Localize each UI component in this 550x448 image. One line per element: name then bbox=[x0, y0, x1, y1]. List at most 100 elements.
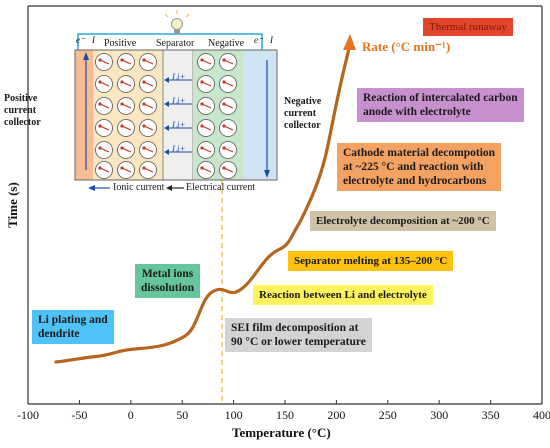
particle-arrow bbox=[121, 167, 132, 173]
negative-collector-plate bbox=[243, 50, 277, 180]
x-tick-label: 0 bbox=[127, 408, 134, 422]
particle-arrow bbox=[99, 147, 110, 153]
particle-arrow bbox=[99, 103, 110, 109]
sei-line-1: SEI film decomposition at bbox=[231, 322, 359, 334]
li-ion-arrow-head bbox=[164, 149, 169, 155]
particle-arrow-tip bbox=[120, 124, 124, 128]
particle-arrow-tip bbox=[222, 80, 226, 84]
metal-ions-line-2: dissolution bbox=[141, 282, 195, 294]
anode-reaction-line-1: Reaction of intercalated carbon bbox=[363, 92, 518, 104]
x-tick-label: -100 bbox=[17, 408, 39, 422]
particle-arrow-tip bbox=[142, 80, 146, 84]
li-ion-label-4: Li+ bbox=[172, 144, 186, 154]
left-current-arrow-head bbox=[83, 52, 89, 60]
ionic-current-label: Ionic current bbox=[113, 182, 165, 193]
particle-arrow-tip bbox=[142, 124, 146, 128]
negative-collector-line-3: collector bbox=[284, 120, 321, 131]
cell-outline bbox=[74, 49, 278, 181]
right-current-arrow-head bbox=[264, 170, 270, 178]
x-tick-label: 150 bbox=[276, 408, 294, 422]
particle-arrow bbox=[223, 81, 234, 87]
x-tick-label: 400 bbox=[533, 408, 550, 422]
electrical-current-arrow-head bbox=[166, 185, 172, 191]
x-tick-label: 250 bbox=[378, 408, 397, 422]
particle-arrow-tip bbox=[222, 124, 226, 128]
cell-positive-label: Positive bbox=[104, 38, 137, 49]
li-ion-label-1: Li+ bbox=[172, 72, 186, 82]
battery-cell-schematic bbox=[74, 10, 278, 191]
negative-collector-label: Negative current collector bbox=[284, 96, 321, 132]
particle-arrow bbox=[143, 125, 154, 131]
x-tick-label: 200 bbox=[327, 408, 346, 422]
particle-arrow-tip bbox=[120, 80, 124, 84]
particle-arrow bbox=[143, 59, 154, 65]
cathode-line-3: electrolyte and hydrocarbons bbox=[343, 175, 487, 187]
x-tick-marks bbox=[27, 400, 543, 404]
particle-arrow-tip bbox=[222, 102, 226, 106]
particle-arrow bbox=[99, 125, 110, 131]
x-tick-label: 350 bbox=[481, 408, 500, 422]
anode-reaction-box: Reaction of intercalated carbon anode wi… bbox=[357, 88, 524, 122]
particle-arrow-tip bbox=[222, 146, 226, 150]
electrolyte-decomposition-box: Electrolyte decomposition at ~200 °C bbox=[310, 211, 496, 231]
particle-arrow-tip bbox=[200, 166, 204, 170]
cathode-line-1: Cathode material decompotion bbox=[343, 147, 496, 159]
li-plating-line-2: dendrite bbox=[38, 328, 80, 340]
negative-collector-line-2: current bbox=[284, 108, 317, 119]
cell-separator-label: Separator bbox=[156, 38, 195, 49]
cathode-decomposition-box: Cathode material decompotion at ~225 °C … bbox=[337, 143, 502, 191]
particle-arrow-tip bbox=[200, 102, 204, 106]
current-left-label: I bbox=[92, 35, 95, 45]
particle-arrow bbox=[143, 147, 154, 153]
thermal-runaway-box: Thermal runaway bbox=[423, 18, 513, 36]
cell-negative-label: Negative bbox=[208, 38, 245, 49]
electron-right-label: e⁻ bbox=[254, 35, 263, 45]
particle-arrow-tip bbox=[142, 58, 146, 62]
particle-arrow-tip bbox=[142, 146, 146, 150]
li-ion-label-3: Li+ bbox=[172, 120, 186, 130]
positive-collector-line-1: Positive bbox=[4, 93, 38, 104]
particle-arrow bbox=[201, 81, 212, 87]
particle-arrow-tip bbox=[120, 146, 124, 150]
li-electrolyte-reaction-box: Reaction between Li and electrolyte bbox=[253, 285, 433, 305]
positive-collector-label: Positive current collector bbox=[4, 93, 41, 129]
positive-collector-line-2: current bbox=[4, 105, 37, 116]
particle-arrow-tip bbox=[200, 58, 204, 62]
y-axis-label: Time (s) bbox=[4, 182, 20, 228]
li-ion-arrows bbox=[164, 77, 192, 155]
particle-arrow bbox=[99, 81, 110, 87]
particle-arrow bbox=[121, 147, 132, 153]
particle-arrow bbox=[99, 59, 110, 65]
sei-decomposition-box: SEI film decomposition at 90 °C or lower… bbox=[225, 318, 372, 352]
particle-arrow bbox=[223, 125, 234, 131]
anode-reaction-line-2: anode with electrolyte bbox=[363, 106, 471, 118]
particle-arrow bbox=[223, 103, 234, 109]
rate-arrow-head bbox=[343, 34, 356, 50]
particle-arrow bbox=[143, 103, 154, 109]
x-tick-label: 100 bbox=[224, 408, 243, 422]
particle-arrow bbox=[99, 167, 110, 173]
positive-collector-line-3: collector bbox=[4, 117, 41, 128]
particle-arrow bbox=[121, 103, 132, 109]
bulb-ray-1 bbox=[164, 13, 169, 18]
particle-arrow bbox=[143, 81, 154, 87]
li-ion-arrow-head bbox=[164, 125, 169, 131]
particle-arrow-tip bbox=[200, 80, 204, 84]
particle-arrow-tip bbox=[98, 58, 102, 62]
ionic-current-arrow-head bbox=[88, 185, 95, 191]
particle-arrow-tip bbox=[142, 166, 146, 170]
particle-arrow-tip bbox=[222, 58, 226, 62]
particle-arrow-tip bbox=[98, 102, 102, 106]
particle-arrow bbox=[201, 147, 212, 153]
particle-arrow bbox=[121, 81, 132, 87]
particle-arrow-tip bbox=[98, 166, 102, 170]
particle-arrow-tip bbox=[120, 166, 124, 170]
separator-region bbox=[163, 50, 193, 180]
li-ion-label-2: Li+ bbox=[172, 96, 186, 106]
li-ion-arrow-head bbox=[164, 101, 169, 107]
particle-arrow-tip bbox=[98, 146, 102, 150]
positive-collector-plate bbox=[75, 50, 93, 180]
particle-arrow bbox=[201, 59, 212, 65]
